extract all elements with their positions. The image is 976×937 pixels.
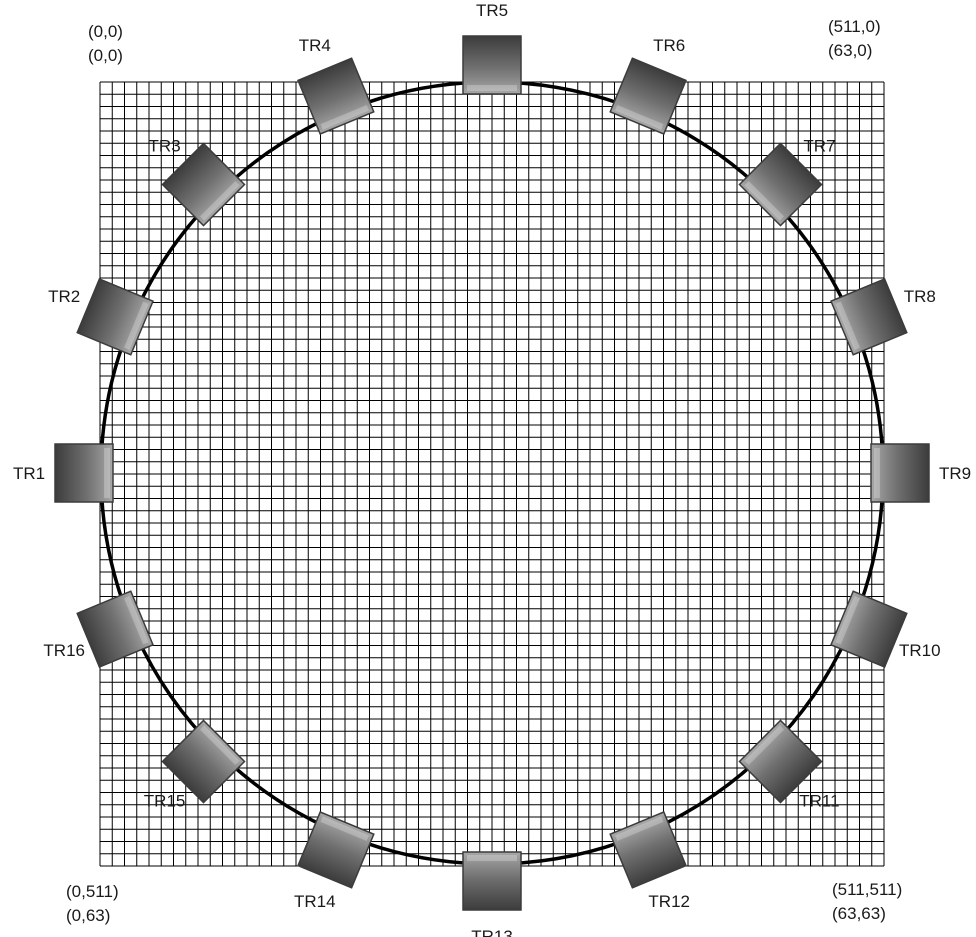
transducer-tr12 — [609, 811, 687, 889]
transducer-highlight — [124, 301, 149, 350]
corner-bottom-right-pixel: (511,511) — [832, 880, 903, 899]
transducer-label-tr7: TR7 — [803, 137, 835, 156]
transducer-tr6 — [609, 57, 687, 135]
transducer-tr14 — [297, 811, 375, 889]
corner-bottom-right-cell: (63,63) — [832, 904, 886, 923]
transducer-highlight — [835, 301, 860, 350]
transducer-tr13 — [462, 851, 522, 911]
transducer-body — [738, 719, 823, 804]
transducer-highlight — [835, 596, 860, 645]
transducer-tr7 — [738, 142, 823, 227]
transducer-array: TR1 TR2 TR3 TR4 TR5 TR6 TR7 TR8 TR9 TR10 TR11 TR12 T… — [13, 1, 971, 937]
transducer-tr1 — [54, 443, 114, 503]
transducer-label-tr4: TR4 — [299, 36, 331, 55]
corner-bottom-left-cell: (0,63) — [66, 906, 111, 925]
transducer-body — [830, 278, 908, 356]
transducer-tr8 — [830, 278, 908, 356]
transducer-label-tr5: TR5 — [476, 1, 508, 20]
transducer-highlight — [320, 816, 369, 841]
transducer-body — [870, 443, 930, 503]
transducer-label-tr1: TR1 — [13, 464, 45, 483]
transducer-tr15 — [161, 719, 246, 804]
transducer-tr4 — [297, 57, 375, 135]
transducer-highlight — [874, 448, 880, 498]
transducer-highlight — [467, 855, 517, 861]
transducer-tr11 — [738, 719, 823, 804]
transducer-tr2 — [76, 278, 154, 356]
transducer-tr10 — [830, 590, 908, 668]
corner-top-right-pixel: (511,0) — [828, 17, 881, 36]
corner-label-top-left: (0,0) (0,0) — [88, 20, 123, 68]
transducer-body — [76, 278, 154, 356]
transducer-body — [161, 719, 246, 804]
transducer-label-tr10: TR10 — [899, 641, 941, 660]
transducer-tr16 — [76, 590, 154, 668]
transducer-body — [54, 443, 114, 503]
transducer-body — [297, 811, 375, 889]
transducer-body — [76, 590, 154, 668]
transducer-label-tr9: TR9 — [939, 464, 971, 483]
transducer-label-tr8: TR8 — [904, 287, 936, 306]
corner-label-bottom-left: (0,511) (0,63) — [66, 880, 119, 928]
transducer-highlight — [124, 596, 149, 645]
corner-bottom-left-pixel: (0,511) — [66, 882, 119, 901]
transducer-highlight — [104, 448, 110, 498]
transducer-body — [297, 57, 375, 135]
transducer-highlight — [199, 180, 240, 221]
transducer-tr5 — [462, 35, 522, 95]
transducer-highlight — [199, 725, 240, 766]
transducer-body — [161, 142, 246, 227]
transducer-tr9 — [870, 443, 930, 503]
transducer-label-tr6: TR6 — [653, 36, 685, 55]
corner-top-right-cell: (63,0) — [828, 41, 873, 60]
transducer-label-tr14: TR14 — [294, 892, 336, 911]
transducer-body — [462, 851, 522, 911]
corner-top-left-pixel: (0,0) — [88, 22, 123, 41]
transducer-highlight — [744, 180, 785, 221]
transducer-highlight — [615, 816, 664, 841]
transducer-body — [738, 142, 823, 227]
transducer-highlight — [744, 725, 785, 766]
transducer-label-tr13: TR13 — [471, 927, 513, 937]
transducer-body — [609, 811, 687, 889]
transducer-highlight — [615, 105, 664, 130]
transducer-body — [462, 35, 522, 95]
transducer-label-tr3: TR3 — [149, 137, 181, 156]
transducer-body — [609, 57, 687, 135]
transducer-highlight — [320, 105, 369, 130]
transducer-label-tr11: TR11 — [799, 791, 839, 810]
transducer-label-tr15: TR15 — [144, 791, 186, 810]
corner-label-top-right: (511,0) (63,0) — [828, 15, 881, 63]
transducer-label-tr2: TR2 — [48, 287, 80, 306]
transducer-label-tr16: TR16 — [43, 641, 85, 660]
corner-label-bottom-right: (511,511) (63,63) — [832, 878, 902, 926]
transducer-tr3 — [161, 142, 246, 227]
transducer-body — [830, 590, 908, 668]
transducer-highlight — [467, 85, 517, 91]
transducer-label-tr12: TR12 — [648, 892, 690, 911]
corner-top-left-cell: (0,0) — [88, 46, 123, 65]
